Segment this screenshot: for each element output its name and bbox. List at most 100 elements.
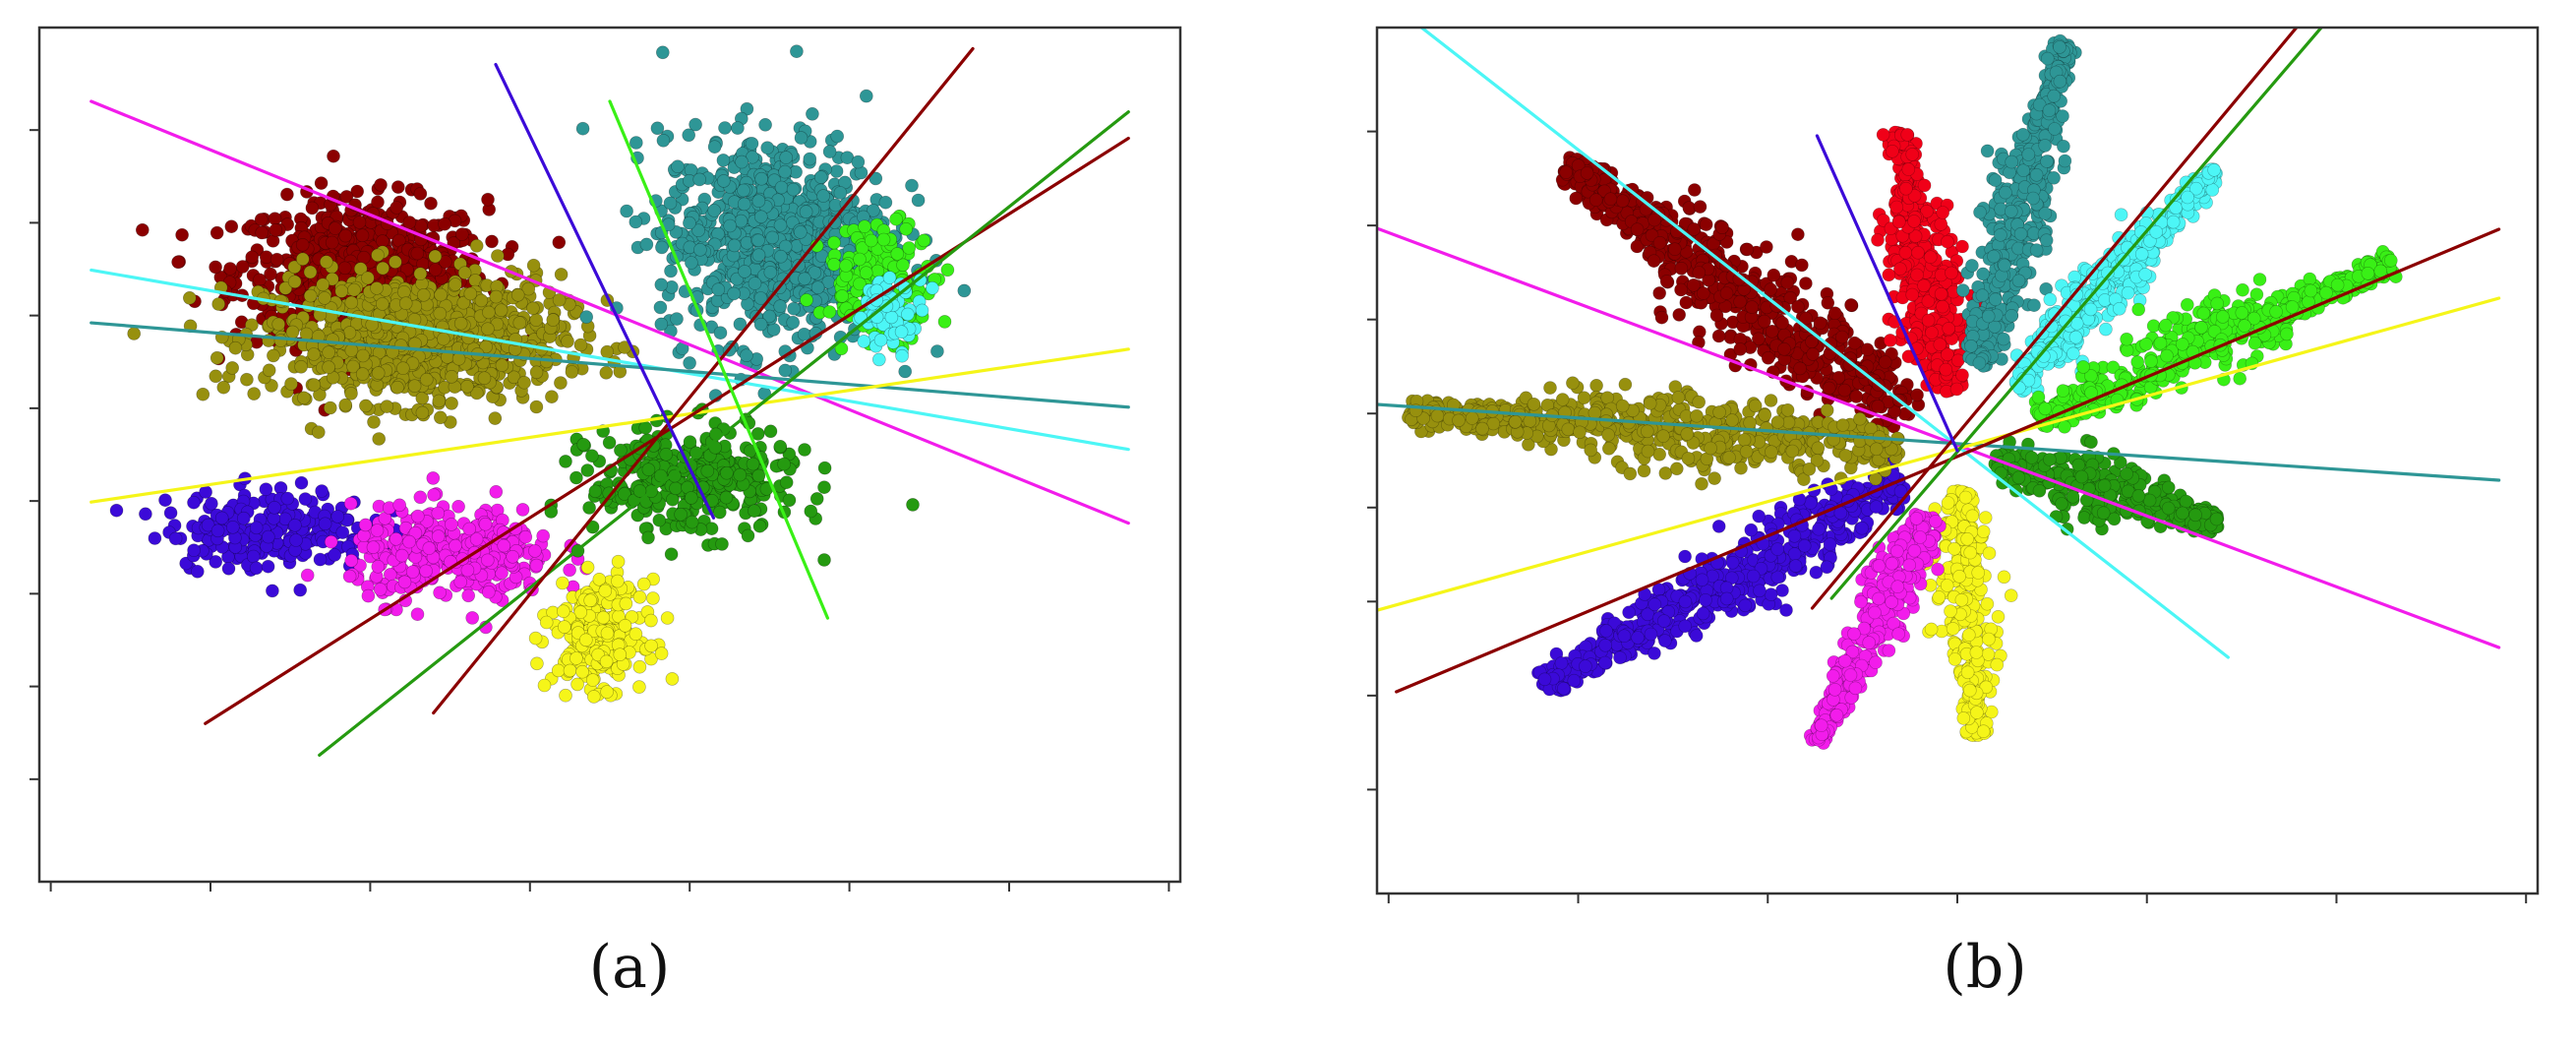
data-point xyxy=(718,121,732,135)
data-point xyxy=(214,511,229,525)
data-point xyxy=(307,347,321,361)
data-point xyxy=(737,183,750,198)
data-point xyxy=(210,524,225,538)
data-point xyxy=(262,363,276,378)
data-point xyxy=(639,237,654,252)
data-point xyxy=(1886,145,1899,158)
data-point xyxy=(1871,233,1885,247)
data-point xyxy=(1822,381,1836,396)
data-point xyxy=(247,387,262,401)
data-point xyxy=(683,356,696,370)
data-point xyxy=(1580,166,1594,180)
data-point xyxy=(529,313,544,328)
data-point xyxy=(902,241,917,255)
data-point xyxy=(288,518,302,532)
data-point xyxy=(495,358,509,373)
data-point xyxy=(682,128,696,143)
data-point xyxy=(733,317,748,332)
data-point xyxy=(901,307,915,322)
data-point xyxy=(489,289,504,304)
data-point xyxy=(431,529,446,543)
data-point xyxy=(839,259,853,273)
data-point xyxy=(1884,334,1897,347)
data-point xyxy=(827,235,841,250)
data-point xyxy=(187,543,201,558)
data-point xyxy=(205,496,218,511)
data-point xyxy=(303,265,318,279)
data-point xyxy=(338,398,353,412)
data-point xyxy=(1764,282,1777,296)
data-point xyxy=(1647,254,1661,269)
data-point xyxy=(228,340,243,355)
data-point xyxy=(787,301,801,316)
data-point xyxy=(315,484,329,498)
data-point xyxy=(424,196,438,211)
panel-a-chart xyxy=(30,26,1182,892)
data-point xyxy=(311,425,326,440)
data-point xyxy=(361,271,375,285)
data-point xyxy=(1917,278,1931,293)
data-point xyxy=(1569,191,1584,206)
data-point xyxy=(773,439,788,454)
data-point xyxy=(481,585,496,599)
data-point xyxy=(748,277,762,290)
data-point xyxy=(497,538,511,553)
data-point xyxy=(1659,275,1674,288)
data-point xyxy=(727,238,742,253)
data-point xyxy=(529,558,544,573)
data-point xyxy=(390,380,404,395)
data-point xyxy=(507,370,521,385)
data-point xyxy=(253,273,267,287)
data-point xyxy=(358,518,373,532)
data-point xyxy=(526,301,540,316)
data-point xyxy=(765,230,780,245)
data-point xyxy=(1844,298,1858,312)
data-point xyxy=(457,266,472,280)
data-point xyxy=(287,275,302,289)
data-point xyxy=(482,305,496,320)
data-point xyxy=(895,348,909,363)
data-point xyxy=(1672,308,1686,322)
data-point xyxy=(314,176,329,190)
data-point xyxy=(600,626,615,641)
data-point xyxy=(407,379,422,394)
data-point xyxy=(261,529,275,544)
data-point xyxy=(554,268,569,281)
data-point xyxy=(636,577,651,591)
data-point xyxy=(536,528,551,543)
data-point xyxy=(426,471,441,485)
data-point xyxy=(392,498,407,513)
data-point xyxy=(1899,181,1913,196)
data-point xyxy=(356,348,370,363)
data-point xyxy=(655,45,670,60)
data-point xyxy=(1905,148,1919,161)
data-point xyxy=(670,312,684,326)
data-point xyxy=(410,246,425,261)
data-point xyxy=(491,249,505,263)
data-point xyxy=(804,504,818,519)
data-point xyxy=(588,484,603,499)
data-point xyxy=(546,313,561,327)
data-point xyxy=(175,227,189,242)
data-point xyxy=(1871,400,1886,413)
data-point xyxy=(580,463,595,477)
data-point xyxy=(629,215,643,229)
data-point xyxy=(1793,361,1807,376)
plot-frame xyxy=(37,26,1182,884)
data-point xyxy=(600,344,615,359)
data-point xyxy=(196,387,210,401)
data-point xyxy=(873,333,888,347)
data-point xyxy=(1780,276,1795,290)
data-point xyxy=(346,359,360,374)
data-point xyxy=(715,537,729,551)
data-point xyxy=(711,282,726,297)
data-point xyxy=(777,457,791,471)
data-point xyxy=(434,287,448,302)
data-point xyxy=(460,563,475,578)
data-point xyxy=(445,369,459,384)
data-point xyxy=(685,515,699,529)
data-point xyxy=(563,563,576,578)
data-point xyxy=(599,654,614,669)
data-point xyxy=(445,518,458,531)
data-point xyxy=(344,295,359,310)
